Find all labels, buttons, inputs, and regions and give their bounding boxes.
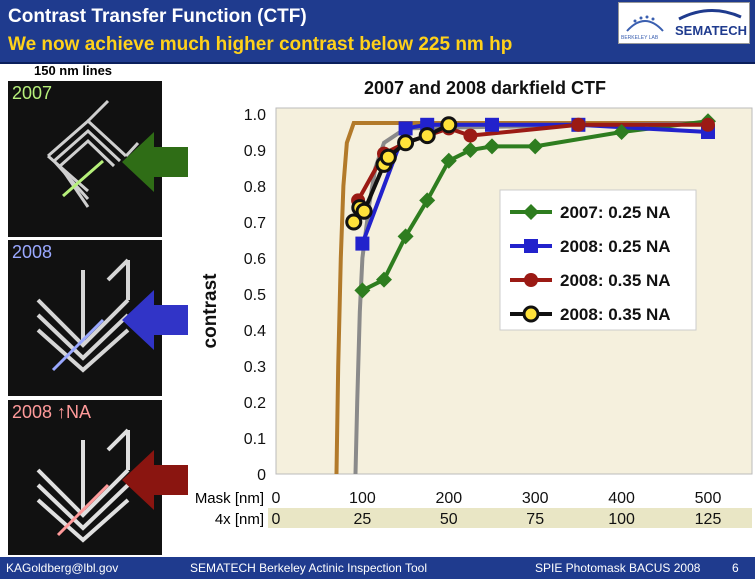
chevron-lines-image (47, 99, 140, 208)
data-point-open-circle (397, 134, 415, 152)
data-point-square (398, 121, 413, 136)
berkeley-lab-logo-icon (626, 15, 664, 32)
sem-label: 2008 ↑NA (12, 402, 92, 422)
legend-label: 2008: 0.35 NA (560, 271, 671, 290)
lines-label: 150 nm lines (34, 63, 113, 78)
data-point-diamond (440, 152, 457, 169)
slide-title: Contrast Transfer Function (CTF) (8, 6, 307, 27)
y-tick-label: 0.2 (244, 395, 266, 412)
chevron-lines-image (36, 428, 130, 543)
data-point-open-circle (345, 213, 363, 231)
footer-author: KAGoldberg@lbl.gov (6, 561, 119, 575)
y-tick-label: 0.3 (244, 359, 266, 376)
data-point-diamond (376, 271, 392, 288)
sem-label: 2008 (12, 242, 53, 262)
cutline-marker (51, 318, 105, 372)
page-number: 6 (732, 561, 739, 575)
x-tick-4x-label: 50 (440, 511, 458, 528)
slide-subtitle: We now achieve much higher contrast belo… (8, 34, 513, 55)
slide-footer: KAGoldberg@lbl.gov SEMATECH Berkeley Act… (0, 557, 755, 579)
data-point-circle (701, 117, 715, 132)
x-tick-4x-label: 25 (354, 511, 372, 528)
data-point-diamond (527, 138, 544, 155)
sematech-swoosh-icon (678, 8, 742, 21)
theory-curve (334, 121, 708, 475)
data-point-square (485, 117, 499, 132)
y-tick-label: 0.9 (244, 143, 266, 160)
x-tick-mask-label: 400 (608, 490, 635, 507)
data-point-diamond (484, 138, 500, 155)
data-point-diamond (354, 282, 371, 299)
data-point-diamond (613, 124, 630, 140)
slide-header: Contrast Transfer Function (CTF) We now … (0, 0, 755, 64)
data-point-open-circle (440, 116, 458, 134)
series-line (361, 119, 709, 293)
sematech-text: SEMATECH (675, 23, 747, 38)
legend-marker (522, 305, 540, 323)
y-tick-label: 0.5 (244, 287, 266, 304)
legend-label: 2008: 0.25 NA (560, 237, 671, 256)
legend-label: 2008: 0.35 NA (560, 305, 671, 324)
legend-marker (524, 239, 538, 253)
chart-title: 2007 and 2008 darkfield CTF (364, 78, 606, 98)
y-tick-label: 0.7 (244, 215, 266, 232)
x-tick-4x-label: 0 (272, 511, 281, 528)
cutline-marker (56, 483, 110, 537)
cutline-marker (62, 159, 104, 198)
legend-marker (523, 204, 539, 220)
legend-marker (524, 273, 538, 287)
x-tick-mask-label: 300 (522, 490, 549, 507)
x-tick-4x-label: 75 (526, 511, 544, 528)
sem-label: 2007 (12, 83, 53, 103)
data-point-diamond (397, 228, 414, 245)
red-arrow-icon (122, 450, 188, 510)
x-tick-4x-label: 125 (695, 511, 722, 528)
data-point-circle (463, 128, 478, 143)
x-axis-labels: Mask [nm] 4x [nm] 0 100 200 300 400 500 0 25 50… (195, 488, 752, 528)
footer-center: SEMATECH Berkeley Actinic Inspection Too… (190, 561, 427, 575)
data-point-circle (571, 117, 586, 132)
y-tick-label: 0.4 (244, 323, 266, 340)
berkeley-lab-text: BERKELEY LAB (621, 35, 659, 41)
y-tick-label: 0.6 (244, 251, 266, 268)
footer-conference: SPIE Photomask BACUS 2008 (535, 561, 701, 575)
y-axis-label: contrast (200, 273, 221, 349)
chevron-lines-image (36, 258, 130, 373)
x-tick-4x-label: 100 (608, 511, 635, 528)
data-point-open-circle (379, 148, 397, 166)
green-arrow-icon (122, 132, 188, 192)
data-point-square (355, 236, 370, 251)
y-tick-label: 1.0 (244, 107, 266, 124)
x-tick-mask-label: 500 (695, 490, 722, 507)
x-axis-4x-label: 4x [nm] (215, 511, 264, 528)
x-tick-mask-label: 0 (272, 490, 281, 507)
data-point-diamond (419, 192, 436, 209)
sematech-logo: BERKELEY LAB SEMATECH (618, 2, 750, 44)
y-tick-label: 0 (257, 467, 266, 484)
x-tick-mask-label: 200 (435, 490, 462, 507)
y-tick-label: 0.1 (244, 431, 266, 448)
legend-label: 2007: 0.25 NA (560, 203, 671, 222)
ctf-chart-svg: 2007 and 2008 darkfield CTF contrast 0 0.… (200, 78, 753, 484)
y-tick-label: 0.8 (244, 179, 266, 196)
data-point-open-circle (355, 202, 373, 220)
data-point-open-circle (418, 127, 436, 145)
data-point-diamond (462, 142, 479, 158)
ctf-chart: 2007 and 2008 darkfield CTF contrast 0 0.… (200, 66, 755, 506)
x-tick-mask-label: 100 (349, 490, 376, 507)
blue-arrow-icon (122, 290, 188, 350)
x-axis-mask-label: Mask [nm] (195, 490, 264, 507)
